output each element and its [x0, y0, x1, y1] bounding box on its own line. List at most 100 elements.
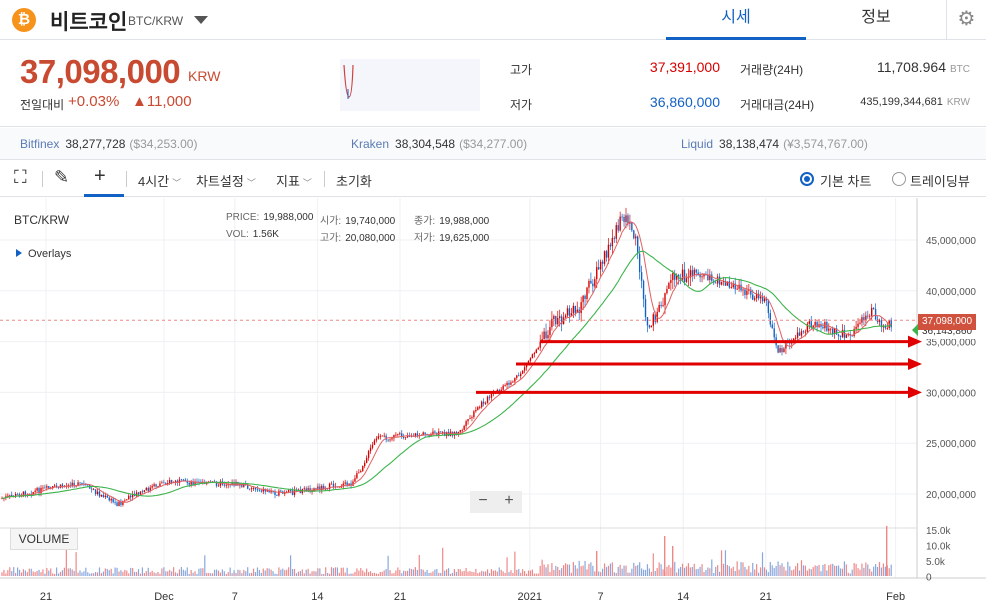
candle-body	[326, 488, 329, 490]
volume-bar	[514, 551, 516, 576]
candle-body	[798, 332, 801, 336]
price-chart[interactable]: 45,000,000 40,000,000 35,000,000 30,000,000…	[0, 198, 986, 609]
volume-bar	[251, 572, 253, 576]
candle-body	[568, 308, 571, 316]
reset-button[interactable]: 초기화	[336, 174, 372, 189]
volume-bar	[346, 567, 348, 576]
basic-chart-label[interactable]: 기본 차트	[820, 174, 872, 189]
candle-body	[442, 432, 444, 433]
volume-bar	[360, 568, 362, 576]
volume-bar	[810, 569, 812, 576]
volume-bar	[137, 569, 140, 576]
volume-bar	[720, 550, 723, 576]
candle-body	[135, 492, 138, 497]
candle-body	[356, 473, 358, 479]
indicators-dropdown[interactable]: 지표 ﹀	[276, 171, 312, 190]
volume-bar	[40, 572, 42, 576]
volume-bar	[165, 571, 167, 576]
zoom-in-button[interactable]: +	[504, 492, 514, 509]
candle-body	[354, 478, 356, 482]
volume-bar	[28, 568, 30, 576]
volume-bar	[793, 569, 795, 576]
candle-body	[490, 394, 493, 398]
zoom-out-button[interactable]: −	[478, 492, 488, 509]
ohlc-price: PRICE: 19,988,000	[226, 212, 313, 223]
ohlc-value: 20,080,000	[345, 233, 396, 244]
candle-body	[116, 502, 118, 507]
volume-bar	[791, 570, 793, 576]
coin-pair[interactable]: BTC/KRW	[128, 14, 184, 28]
candle-body	[481, 401, 483, 408]
coin-name[interactable]: 비트코인	[50, 11, 128, 34]
chart-settings-dropdown[interactable]: 차트설정 ﹀	[196, 171, 256, 190]
candle-body	[291, 490, 294, 495]
volume-bar	[615, 573, 617, 576]
volume-bar	[594, 571, 596, 576]
volume-bar	[249, 573, 251, 576]
volume-bar	[656, 568, 658, 576]
candle-body	[510, 382, 512, 385]
volume-bar	[797, 563, 799, 576]
candle-body	[268, 490, 270, 493]
pencil-icon[interactable]: ✎	[54, 167, 70, 187]
candle-body	[777, 345, 779, 353]
volume-bar	[297, 571, 299, 576]
tab-market[interactable]: 시세	[666, 0, 806, 40]
volume-bar	[71, 569, 73, 576]
candle-body	[586, 287, 588, 299]
candle-body	[703, 274, 705, 277]
candle-body	[882, 326, 885, 328]
volume-bar	[572, 561, 574, 576]
fullscreen-icon[interactable]: ⛶	[14, 167, 27, 187]
candle-body	[574, 305, 576, 313]
volume-bar	[422, 569, 424, 576]
tradingview-radio[interactable]	[892, 172, 906, 186]
volume-bar	[510, 570, 512, 576]
candle-body	[157, 486, 159, 487]
y-tick-label: 20,000,000	[926, 490, 976, 501]
low-label: 저가	[510, 98, 533, 112]
volume-bar	[282, 568, 284, 576]
volume-bar	[789, 566, 791, 576]
ohlc-open: 시가: 19,740,000	[320, 212, 395, 227]
candle-body	[674, 273, 676, 280]
amount-number: 435,199,344,681	[860, 96, 943, 108]
volume-bar	[475, 568, 477, 576]
volume-bar	[882, 563, 884, 576]
volume-bar	[151, 570, 153, 576]
candle-body	[200, 481, 202, 483]
basic-chart-radio[interactable]	[800, 172, 814, 186]
volume-bar	[485, 571, 487, 576]
candle-body	[635, 236, 637, 239]
exchange-name: Liquid	[681, 137, 714, 151]
interval-dropdown[interactable]: 4시간 ﹀	[138, 171, 181, 190]
volume-bar	[79, 570, 81, 576]
candle-body	[24, 491, 27, 496]
tradingview-label[interactable]: 트레이딩뷰	[910, 174, 970, 189]
candle-body	[855, 326, 857, 329]
volume-bar	[467, 571, 469, 576]
y-tick-label: 35,000,000	[926, 338, 976, 349]
candle-body	[761, 296, 764, 302]
tab-info[interactable]: 정보	[861, 9, 891, 26]
volume-bar	[861, 563, 863, 576]
volume-bar	[32, 571, 34, 576]
volume-bar	[63, 567, 65, 576]
volume-bar	[155, 573, 157, 576]
volume-bar	[512, 572, 514, 576]
volume-bar	[280, 569, 282, 576]
volume-bar	[828, 565, 830, 576]
gear-icon[interactable]: ⚙	[946, 0, 986, 40]
volume-bar	[600, 572, 602, 576]
crosshair-icon[interactable]: +	[94, 165, 106, 187]
caret-down-icon[interactable]	[194, 16, 208, 24]
candle-body	[750, 289, 752, 295]
exchange-usd: ($34,277.00)	[459, 137, 528, 151]
chart-canvas[interactable]: 45,000,000 40,000,000 35,000,000 30,000,000…	[0, 198, 986, 609]
volume-bar	[779, 565, 781, 576]
volume-bar	[260, 572, 262, 576]
overlays-toggle[interactable]: Overlays	[16, 248, 71, 260]
volume-bar	[438, 572, 440, 576]
volume-bar	[286, 569, 288, 576]
volume-bar	[808, 568, 810, 576]
